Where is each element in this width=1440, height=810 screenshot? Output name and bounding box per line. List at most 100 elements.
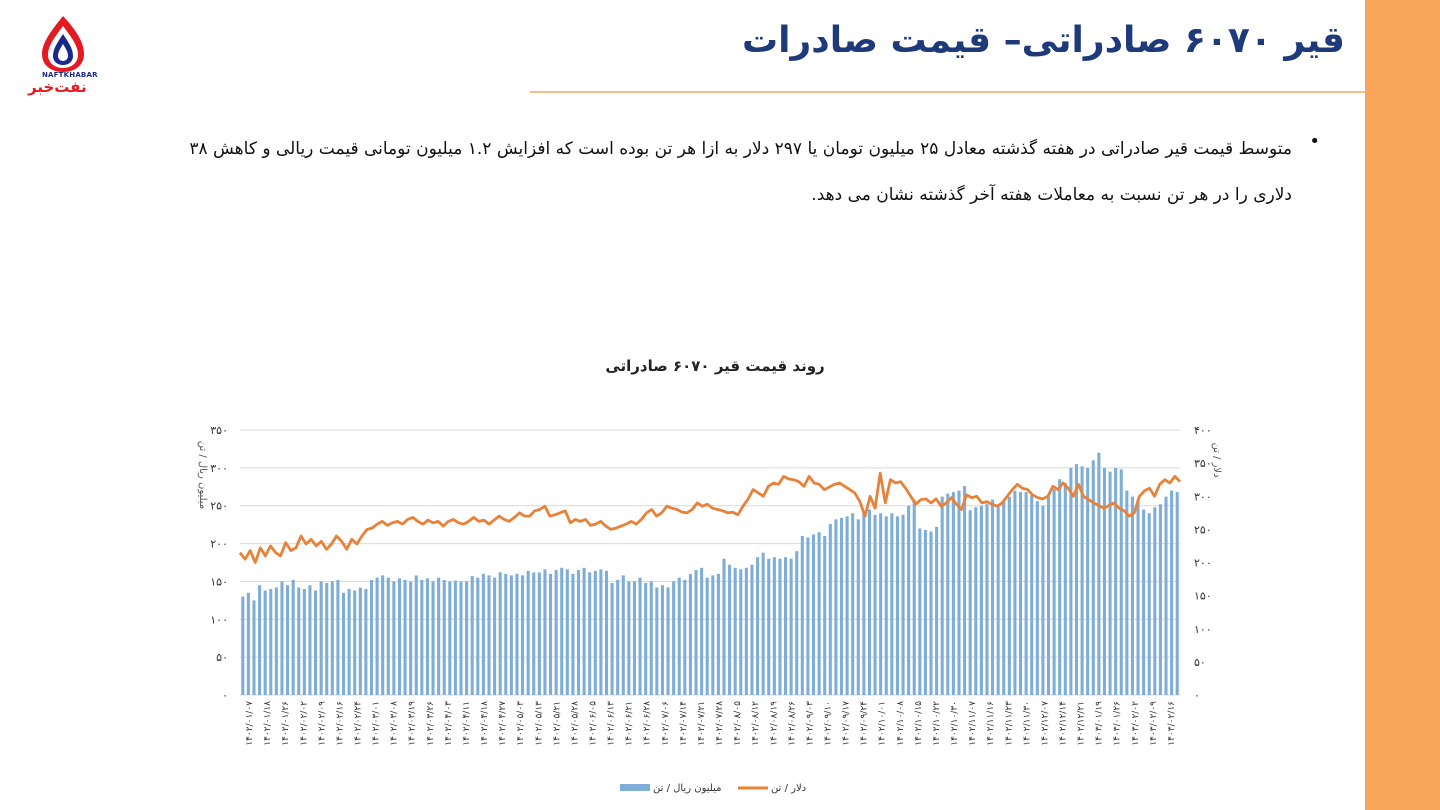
bar-rial-per-ton	[733, 567, 737, 695]
bar-rial-per-ton	[537, 572, 541, 695]
bar-rial-per-ton	[582, 567, 586, 695]
bar-rial-per-ton	[548, 573, 553, 695]
bar-rial-per-ton	[711, 575, 715, 695]
bar-rial-per-ton	[258, 585, 262, 695]
bar-rial-per-ton	[1102, 467, 1107, 695]
bar-rial-per-ton	[1030, 495, 1034, 695]
x-tick-label: ۱۴۰۲/۰۹/۱۷	[842, 701, 852, 746]
x-tick-label: ۱۴۰۳/۰۲/۱۶	[1167, 701, 1177, 746]
x-tick-label: ۱۴۰۲/۰۱/۱۸	[263, 701, 273, 746]
x-tick-label: ۱۴۰۲/۱۰/۱۵	[914, 701, 924, 746]
slide-title: قیر ۶۰۷۰ صادراتی– قیمت صادرات	[741, 20, 1345, 61]
bar-rial-per-ton	[330, 581, 334, 695]
bar-rial-per-ton	[834, 519, 838, 695]
bar-rial-per-ton	[772, 557, 776, 695]
bar-rial-per-ton	[381, 575, 385, 695]
bar-rial-per-ton	[828, 523, 832, 695]
x-tick-label: ۱۴۰۳/۰۲/۰۹	[1149, 701, 1159, 746]
x-tick-label: ۱۴۰۲/۰۷/۲۱	[697, 701, 707, 746]
x-tick-label: ۱۴۰۳/۰۱/۲۶	[1113, 701, 1123, 746]
bar-rial-per-ton	[1041, 505, 1045, 695]
x-tick-label: ۱۴۰۲/۱۲/۰۷	[1040, 701, 1050, 746]
x-tick-label: ۱۴۰۲/۱۰/۰۱	[878, 701, 888, 746]
bar-rial-per-ton	[246, 592, 250, 695]
y-left-tick-label: ۱۵۰	[210, 575, 228, 588]
bar-rial-per-ton	[644, 582, 648, 695]
accent-side-bar	[1365, 0, 1440, 810]
bar-rial-per-ton	[526, 570, 530, 695]
bar-rial-per-ton	[940, 496, 944, 695]
x-tick-label: ۱۴۰۲/۱۲/۱۴	[1059, 701, 1069, 746]
bar-rial-per-ton	[979, 505, 983, 695]
bar-rial-per-ton	[895, 516, 899, 695]
bar-rial-per-ton	[851, 513, 855, 695]
bar-rial-per-ton	[610, 582, 614, 695]
x-tick-label: ۱۴۰۲/۰۹/۱۰	[824, 701, 834, 746]
naftkhabar-logo	[28, 14, 98, 104]
x-tick-label: ۱۴۰۲/۱۱/۲۳	[1004, 701, 1014, 746]
bar-rial-per-ton	[767, 558, 771, 695]
bar-rial-per-ton	[1069, 467, 1073, 695]
bar-rial-per-ton	[1058, 479, 1062, 695]
bar-rial-per-ton	[722, 558, 726, 695]
bar-rial-per-ton	[1119, 469, 1123, 695]
bar-rial-per-ton	[509, 575, 513, 695]
bar-rial-per-ton	[672, 581, 676, 695]
bar-rial-per-ton	[465, 581, 469, 695]
y-right-tick-label: ۲۰۰	[1194, 557, 1212, 570]
bar-rial-per-ton	[604, 570, 609, 695]
x-tick-label: ۱۴۰۲/۱۲/۲۱	[1077, 701, 1087, 746]
bar-rial-per-ton	[470, 576, 474, 695]
bar-rial-per-ton	[347, 589, 351, 695]
bar-rial-per-ton	[291, 579, 295, 695]
bar-rial-per-ton	[241, 596, 245, 695]
bar-rial-per-ton	[638, 577, 642, 695]
bar-rial-per-ton	[867, 509, 872, 695]
x-tick-label: ۱۴۰۲/۰۴/۱۸	[480, 701, 490, 746]
y-right-tick-label: ۱۵۰	[1194, 590, 1212, 603]
bar-rial-per-ton	[565, 569, 569, 695]
bar-rial-per-ton	[862, 513, 866, 695]
x-tick-label: ۱۴۰۲/۱۱/۳۰	[1022, 701, 1032, 746]
x-tick-label: ۱۴۰۲/۰۱/۰۷	[245, 701, 255, 746]
y-right-tick-label: ۳۵۰	[1194, 457, 1212, 470]
chart-title: روند قیمت قیر ۶۰۷۰ صادراتی	[605, 357, 825, 375]
bar-rial-per-ton	[929, 531, 933, 695]
bar-rial-per-ton	[1091, 460, 1095, 695]
y-left-tick-label: ۳۵۰	[210, 424, 228, 437]
x-tick-label: ۱۴۰۲/۰۹/۰۳	[805, 701, 815, 746]
y-left-tick-label: ۲۵۰	[210, 500, 228, 513]
bar-rial-per-ton	[1158, 504, 1162, 695]
bar-rial-per-ton	[716, 573, 720, 695]
y-right-tick-label: ۳۰۰	[1194, 490, 1212, 503]
x-tick-label: ۱۴۰۲/۰۹/۲۴	[860, 701, 870, 746]
bar-rial-per-ton	[778, 558, 782, 695]
bar-rial-per-ton	[873, 514, 877, 695]
bar-rial-per-ton	[1063, 483, 1067, 695]
y-right-tick-label: ۵۰	[1194, 656, 1206, 669]
bar-rial-per-ton	[269, 589, 273, 695]
bar-rial-per-ton	[297, 587, 301, 695]
x-tick-label: ۱۴۰۲/۰۷/۰۶	[661, 701, 671, 746]
x-tick-label: ۱۴۰۲/۰۸/۲۶	[787, 701, 797, 746]
bar-rial-per-ton	[800, 536, 804, 695]
bar-rial-per-ton	[1125, 490, 1129, 695]
x-tick-label: ۱۴۰۲/۱۱/۱۶	[986, 701, 996, 746]
y-left-tick-label: ۲۰۰	[210, 538, 228, 551]
x-tick-label: ۱۴۰۲/۰۶/۰۵	[589, 701, 599, 746]
x-tick-label: ۱۴۰۲/۰۲/۰۲	[299, 701, 309, 746]
bar-rial-per-ton	[358, 587, 362, 695]
bar-rial-per-ton	[521, 575, 525, 695]
bar-rial-per-ton	[274, 587, 278, 695]
bullet-icon: •	[1309, 131, 1320, 152]
bar-rial-per-ton	[728, 564, 732, 695]
bar-rial-per-ton	[991, 499, 995, 695]
bar-rial-per-ton	[856, 519, 860, 695]
bar-rial-per-ton	[1086, 467, 1090, 695]
bar-rial-per-ton	[504, 573, 508, 695]
bar-rial-per-ton	[845, 516, 849, 695]
bar-rial-per-ton	[493, 577, 497, 695]
bar-rial-per-ton	[957, 490, 961, 695]
bar-rial-per-ton	[811, 534, 816, 695]
x-tick-label: ۱۴۰۲/۰۳/۲۶	[426, 701, 436, 746]
